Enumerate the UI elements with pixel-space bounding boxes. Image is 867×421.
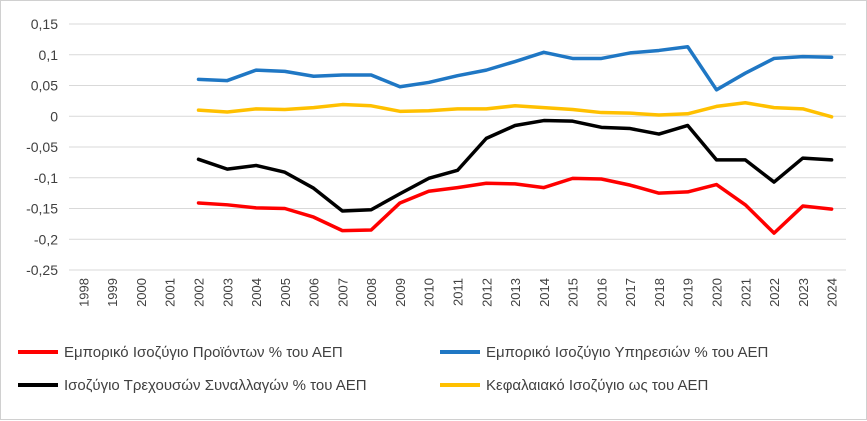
series-line-2 (196, 45, 834, 92)
x-tick-label: 2019 (681, 278, 696, 307)
x-axis-tick-labels: 1998 1999 2000 2001 2002 2003 2004 2005 2006 2007… (76, 278, 839, 307)
legend-label: Ισοζύγιο Τρεχουσών Συναλλαγών % του ΑΕΠ (64, 377, 367, 394)
x-tick-label: 2018 (652, 278, 667, 307)
series-line-3 (196, 118, 834, 213)
x-tick-label: 2007 (335, 278, 350, 307)
legend-label: Κεφαλαιακό Ισοζύγιο ως του ΑΕΠ (486, 377, 708, 394)
series-line-4 (196, 100, 834, 119)
y-tick-label: -0,2 (34, 231, 58, 247)
y-tick-label: 0,05 (31, 78, 58, 94)
x-tick-label: 2003 (220, 278, 235, 307)
x-tick-label: 2012 (479, 278, 494, 307)
legend-label: Εμπορικό Ισοζύγιο Προϊόντων % του ΑΕΠ (64, 344, 343, 361)
x-tick-label: 2016 (594, 278, 609, 307)
x-tick-label: 2024 (825, 278, 840, 307)
y-axis-tick-labels: 0,15 0,1 0,05 0 -0,05 -0,1 -0,15 -0,2 -0,25 (26, 16, 58, 278)
series-line-1 (196, 176, 834, 235)
x-tick-label: 2004 (249, 278, 264, 307)
series-lines (196, 45, 834, 235)
gridlines (69, 23, 846, 271)
x-tick-label: 2011 (451, 278, 466, 306)
x-tick-label: 2009 (393, 278, 408, 307)
x-tick-label: 2005 (278, 278, 293, 307)
x-tick-label: 2015 (566, 278, 581, 307)
x-tick-label: 2023 (796, 278, 811, 307)
x-tick-label: 2010 (422, 278, 437, 307)
y-tick-label: -0,25 (26, 262, 58, 278)
x-tick-label: 2013 (508, 278, 523, 307)
y-tick-label: 0,1 (39, 47, 59, 63)
y-tick-label: -0,15 (26, 201, 58, 217)
x-tick-label: 2017 (623, 278, 638, 307)
y-tick-label: -0,05 (26, 139, 58, 155)
x-tick-label: 2022 (767, 278, 782, 307)
x-tick-label: 2002 (192, 278, 207, 307)
x-tick-label: 1998 (76, 278, 91, 307)
x-tick-label: 2001 (163, 278, 178, 307)
y-tick-label: -0,1 (34, 170, 58, 186)
x-tick-label: 2006 (307, 278, 322, 307)
x-tick-label: 2008 (364, 278, 379, 307)
x-tick-label: 2014 (537, 278, 552, 307)
legend-label: Εμπορικό Ισοζύγιο Υπηρεσιών % του ΑΕΠ (486, 344, 768, 361)
legend: Εμπορικό Ισοζύγιο Προϊόντων % του ΑΕΠ Εμπ… (18, 344, 768, 394)
y-tick-label: 0,15 (31, 16, 58, 32)
x-tick-label: 2021 (738, 278, 753, 307)
x-tick-label: 2000 (134, 278, 149, 307)
x-tick-label: 1999 (105, 278, 120, 307)
y-tick-label: 0 (50, 108, 58, 124)
x-tick-label: 2020 (710, 278, 725, 307)
